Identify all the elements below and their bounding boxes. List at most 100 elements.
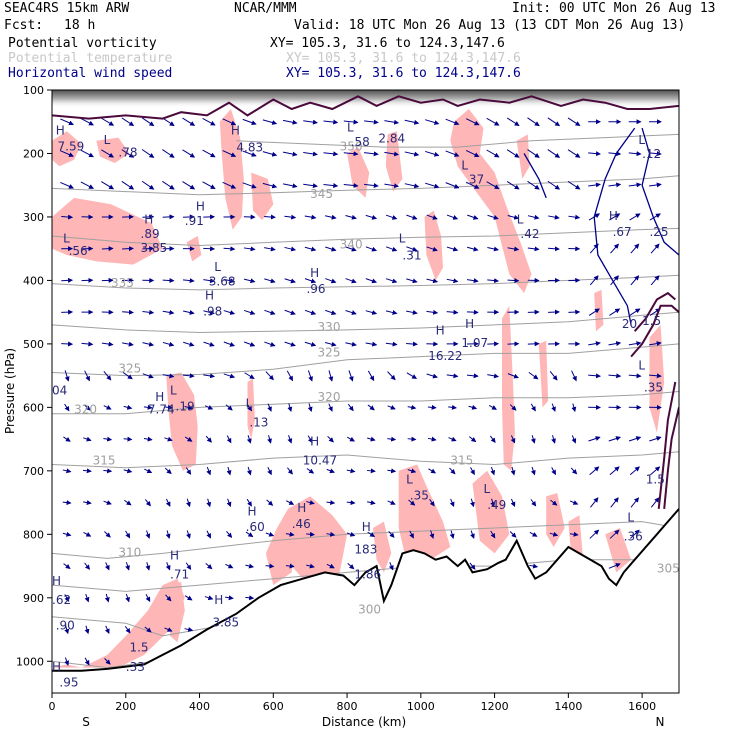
- wind-vector: [101, 117, 115, 126]
- wind-vector: [225, 404, 233, 411]
- theta-label: 320: [318, 390, 341, 404]
- wind-vector: [101, 149, 115, 158]
- wind-vector: [630, 497, 639, 508]
- wind-vector: [226, 466, 232, 476]
- wind-vector: [427, 436, 437, 442]
- wind-vector: [385, 310, 398, 315]
- wind-vector: [64, 403, 70, 412]
- extremum-value: .78: [118, 146, 137, 160]
- wind-vector: [104, 531, 111, 538]
- wind-vector: [264, 246, 276, 252]
- wind-vector: [282, 183, 298, 189]
- extremum-value: .33: [126, 660, 145, 674]
- wind-vector: [387, 404, 396, 410]
- extremum-value: 16.22: [428, 349, 462, 363]
- theta-label: 335: [111, 276, 134, 290]
- theta-contour: [52, 559, 679, 592]
- field-xy-theta: XY= 105.3, 31.6 to 124.3,147.6: [286, 51, 521, 66]
- wind-vector: [465, 181, 480, 189]
- wind-vector: [122, 246, 134, 252]
- plot-frame: [51, 89, 680, 694]
- wind-vector: [306, 500, 315, 505]
- wind-vector: [124, 499, 132, 506]
- wind-vector: [551, 467, 556, 476]
- wind-vector: [284, 309, 296, 315]
- wind-vector: [81, 341, 94, 347]
- wind-vector: [367, 531, 376, 537]
- pv-shaded-region: [52, 197, 163, 265]
- wind-vector: [142, 373, 154, 379]
- wind-vector: [304, 214, 317, 220]
- wind-vector: [125, 530, 131, 539]
- wind-vector: [84, 625, 90, 635]
- x-tick-label: 1200: [481, 700, 509, 713]
- wind-vector: [448, 404, 457, 410]
- wind-vector: [567, 117, 581, 126]
- wind-vector: [610, 497, 619, 508]
- wind-vector: [407, 404, 417, 410]
- wind-vector: [650, 275, 660, 286]
- extremum-value: 183: [354, 542, 377, 556]
- wind-vector: [62, 500, 72, 506]
- wind-vector: [385, 341, 398, 347]
- wind-vector: [547, 117, 561, 127]
- wind-vector: [429, 499, 435, 507]
- wind-vector: [608, 182, 622, 188]
- wind-vector: [246, 435, 252, 444]
- extremum-value: .25: [649, 225, 668, 239]
- x-tick-label: 200: [115, 700, 136, 713]
- wind-vector: [226, 498, 232, 508]
- extremum-value: .98: [203, 304, 222, 318]
- wind-vector: [649, 182, 662, 188]
- wind-vector: [143, 436, 153, 442]
- wind-vector: [388, 562, 394, 571]
- wind-vector: [367, 436, 376, 442]
- wind-vector: [184, 595, 193, 601]
- wind-vector: [287, 403, 293, 413]
- theta-label: 320: [74, 403, 97, 417]
- wind-speed-contour: [641, 127, 679, 256]
- wind-vector: [487, 373, 499, 379]
- center-title: NCAR/MMM: [234, 1, 297, 16]
- wind-vector: [243, 309, 256, 315]
- extremum-value: .71: [170, 568, 189, 582]
- extremum-value: .89: [141, 227, 160, 241]
- extremum-value: 7.59: [58, 139, 85, 153]
- theta-label: 315: [450, 453, 473, 467]
- theta-label: 300: [358, 603, 381, 617]
- extremum-value: .95: [59, 676, 78, 690]
- field-label-theta: Potential temperature: [8, 51, 173, 66]
- extremum-marker: L: [517, 212, 524, 226]
- wind-vector: [347, 403, 354, 412]
- wind-vector: [345, 310, 357, 315]
- extremum-value: .37: [465, 172, 484, 186]
- wind-vector: [162, 309, 175, 315]
- wind-vector: [609, 308, 621, 316]
- wind-vector: [142, 309, 155, 315]
- wind-vector: [506, 149, 520, 158]
- wind-vector: [470, 530, 475, 539]
- wind-vector: [649, 436, 662, 442]
- wind-vector: [364, 183, 379, 189]
- theta-label: 340: [340, 238, 363, 252]
- wind-vector: [145, 530, 151, 539]
- wind-vector: [510, 466, 516, 476]
- wind-vector: [590, 497, 599, 508]
- pv-shaded-region: [594, 289, 604, 332]
- wind-vector: [608, 151, 622, 157]
- extremum-value: .96: [306, 282, 325, 296]
- wind-vector: [449, 498, 455, 508]
- wind-vector: [466, 278, 479, 284]
- y-tick-label: 500: [23, 338, 44, 351]
- wind-vector: [610, 243, 619, 254]
- wind-vector: [470, 467, 475, 476]
- x-tick-label: 1400: [554, 700, 582, 713]
- wind-vector: [388, 530, 395, 538]
- wind-vector: [265, 563, 275, 569]
- extremum-marker: H: [247, 504, 256, 518]
- field-label-wind: Horizontal wind speed: [8, 66, 173, 81]
- wind-vector: [285, 563, 295, 569]
- wind-vector: [284, 341, 296, 347]
- wind-vector: [186, 530, 191, 539]
- extremum-marker: H: [52, 660, 61, 674]
